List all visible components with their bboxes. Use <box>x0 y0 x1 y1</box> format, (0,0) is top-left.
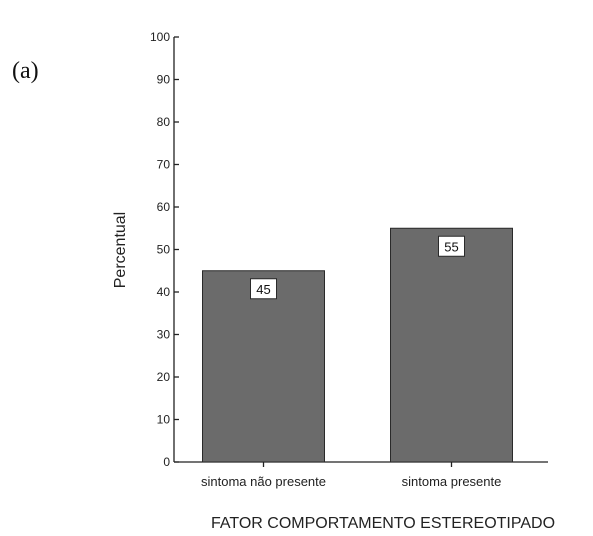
y-tick-label: 60 <box>157 200 171 214</box>
y-tick-label: 90 <box>157 73 171 87</box>
bar-1 <box>202 270 325 463</box>
bar-2 <box>390 227 513 463</box>
y-tick-label: 20 <box>157 370 171 384</box>
data-label-box <box>438 235 465 257</box>
y-tick-label: 10 <box>157 413 171 427</box>
x-axis-title: FATOR COMPORTAMENTO ESTEREOTIPADO <box>211 515 555 532</box>
y-tick-label: 80 <box>157 115 171 129</box>
panel-label: (a) <box>12 58 39 84</box>
bars: 45 55 <box>202 227 513 463</box>
data-label-box <box>250 278 277 300</box>
data-label: 55 <box>444 239 458 254</box>
y-tick-label: 30 <box>157 328 171 342</box>
y-ticks: 0 10 20 30 40 50 60 70 80 90 100 <box>150 30 179 469</box>
category-label: sintoma presente <box>402 474 502 489</box>
y-tick-label: 0 <box>163 455 170 469</box>
y-tick-label: 50 <box>157 243 171 257</box>
category-label: sintoma não presente <box>201 474 326 489</box>
x-ticks: sintoma não presente sintoma presente <box>201 462 501 489</box>
y-tick-label: 100 <box>150 30 170 44</box>
y-axis-title: Percentual <box>112 212 129 289</box>
data-label: 45 <box>256 282 270 297</box>
y-tick-label: 40 <box>157 285 171 299</box>
y-tick-label: 70 <box>157 158 171 172</box>
